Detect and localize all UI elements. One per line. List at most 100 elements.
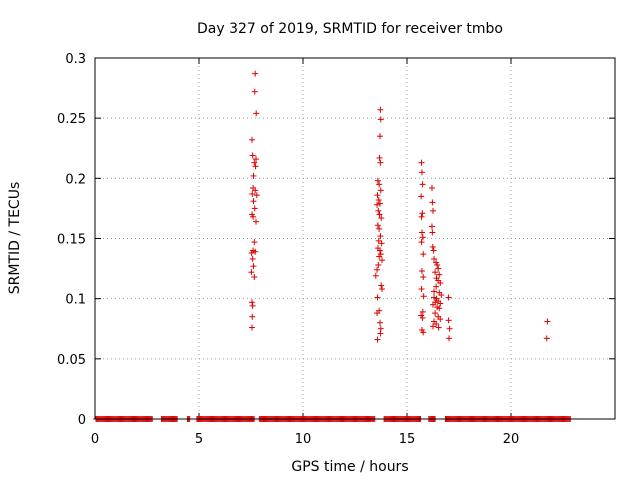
data-point	[431, 255, 438, 262]
data-point	[249, 299, 256, 306]
data-point	[376, 200, 383, 207]
data-point	[419, 234, 426, 241]
data-point	[378, 282, 385, 289]
data-point	[251, 239, 258, 246]
x-tick-label: 5	[195, 432, 203, 447]
y-tick-label: 0.2	[65, 172, 86, 187]
data-point	[436, 271, 443, 278]
data-point	[376, 154, 383, 161]
data-point	[428, 184, 435, 191]
data-point	[420, 293, 427, 300]
data-point	[252, 248, 259, 255]
data-point	[430, 323, 436, 330]
data-point	[420, 329, 427, 336]
data-point	[251, 274, 258, 281]
data-point	[379, 257, 386, 264]
data-point	[249, 190, 256, 197]
data-point	[430, 247, 437, 254]
data-point	[376, 319, 383, 326]
data-point	[433, 283, 440, 290]
data-point	[437, 316, 444, 323]
data-point	[252, 218, 259, 225]
data-point	[251, 159, 258, 166]
data-point	[435, 324, 442, 331]
data-point	[445, 317, 452, 324]
data-point	[418, 267, 425, 274]
data-point	[431, 288, 438, 295]
data-point	[374, 310, 381, 317]
data-point	[428, 223, 435, 230]
data-points	[93, 70, 574, 422]
data-point	[377, 187, 384, 194]
data-point	[372, 272, 379, 279]
data-point	[436, 305, 443, 312]
data-point	[374, 177, 381, 184]
data-point	[374, 336, 381, 343]
data-point	[379, 286, 386, 293]
data-point	[250, 263, 257, 270]
data-point	[433, 320, 440, 327]
data-point	[374, 222, 381, 229]
data-point	[437, 280, 444, 287]
data-point	[376, 211, 383, 218]
data-point	[375, 207, 382, 214]
data-point	[376, 253, 383, 260]
data-point	[378, 240, 385, 247]
data-point	[378, 215, 385, 222]
y-axis-label: SRMTID / TECUs	[7, 182, 23, 295]
data-point	[252, 163, 259, 170]
data-point	[432, 310, 439, 317]
data-point	[374, 201, 381, 208]
data-point	[446, 335, 453, 342]
y-tick-label: 0.15	[57, 233, 86, 248]
data-point	[374, 294, 381, 301]
data-point	[375, 196, 382, 203]
data-point	[432, 269, 439, 276]
grid-lines	[95, 58, 615, 419]
x-tick-label: 0	[91, 432, 99, 447]
data-point	[249, 136, 256, 143]
data-point	[248, 269, 255, 276]
data-point	[252, 156, 259, 163]
data-point	[420, 274, 427, 281]
data-point	[446, 325, 453, 332]
axis-ticks: 0 0.05 0.1 0.15 0.2 0.25 0.3 0 5 10 15 20	[57, 52, 615, 447]
y-tick-label: 0	[78, 413, 86, 428]
data-point	[374, 192, 381, 199]
data-point	[252, 187, 259, 194]
data-point	[377, 330, 384, 337]
data-point	[250, 172, 257, 179]
data-point	[438, 292, 445, 299]
data-point	[544, 318, 551, 325]
data-point	[249, 255, 256, 262]
data-point	[430, 207, 436, 214]
data-point	[418, 169, 425, 176]
data-point	[249, 324, 256, 331]
data-point	[374, 266, 381, 273]
data-point	[429, 243, 436, 250]
data-point	[445, 294, 452, 301]
data-point	[248, 249, 255, 256]
data-point	[376, 181, 383, 188]
data-point	[419, 210, 426, 217]
data-point	[377, 116, 384, 123]
y-tick-label: 0.3	[65, 52, 86, 67]
data-point	[419, 308, 426, 315]
data-point	[253, 110, 260, 117]
data-point	[418, 159, 425, 166]
data-point	[251, 88, 258, 95]
data-point	[429, 199, 436, 206]
data-point	[377, 233, 384, 240]
data-point	[543, 335, 550, 342]
data-point	[437, 300, 444, 307]
data-point	[420, 251, 427, 258]
x-axis-label: GPS time / hours	[291, 459, 408, 475]
data-point	[429, 229, 436, 236]
data-point	[253, 192, 260, 199]
data-point	[250, 213, 257, 220]
data-point	[377, 159, 384, 166]
data-point	[249, 152, 256, 159]
x-tick-label: 10	[295, 432, 312, 447]
chart-title: Day 327 of 2019, SRMTID for receiver tmb…	[197, 21, 503, 37]
data-point	[430, 301, 436, 308]
